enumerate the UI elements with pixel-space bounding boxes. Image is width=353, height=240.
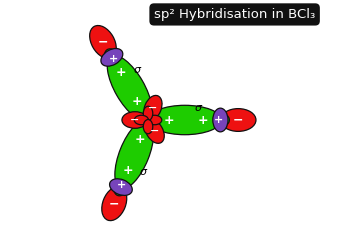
Text: σ: σ [195, 103, 202, 113]
Text: −: − [233, 114, 244, 126]
Text: +: + [115, 66, 126, 79]
Ellipse shape [148, 105, 222, 135]
Ellipse shape [134, 115, 149, 125]
Ellipse shape [104, 49, 122, 70]
Text: −: − [148, 103, 157, 113]
Text: +: + [108, 54, 118, 64]
Ellipse shape [115, 120, 154, 189]
Text: +: + [132, 95, 143, 108]
Text: +: + [164, 114, 175, 126]
Ellipse shape [114, 174, 130, 196]
Text: +: + [117, 180, 126, 190]
Ellipse shape [145, 119, 164, 143]
Ellipse shape [220, 109, 256, 131]
Ellipse shape [213, 108, 228, 132]
Ellipse shape [101, 48, 123, 66]
Text: −: − [98, 36, 108, 48]
Ellipse shape [144, 96, 162, 120]
Text: −: − [150, 126, 159, 136]
Ellipse shape [143, 120, 153, 134]
Text: +: + [197, 114, 208, 126]
Text: −: − [130, 115, 140, 125]
Text: σ: σ [133, 65, 140, 75]
Ellipse shape [90, 25, 116, 58]
Ellipse shape [207, 112, 229, 128]
Ellipse shape [143, 106, 153, 120]
Ellipse shape [107, 55, 152, 121]
Text: +: + [214, 115, 223, 125]
Text: +: + [122, 164, 133, 177]
Ellipse shape [148, 115, 162, 125]
Ellipse shape [102, 186, 127, 221]
Text: σ: σ [139, 167, 146, 177]
Text: −: − [109, 197, 120, 210]
Ellipse shape [122, 112, 148, 128]
Ellipse shape [109, 179, 132, 195]
Text: +: + [135, 133, 145, 146]
Text: sp² Hybridisation in BCl₃: sp² Hybridisation in BCl₃ [154, 8, 315, 21]
